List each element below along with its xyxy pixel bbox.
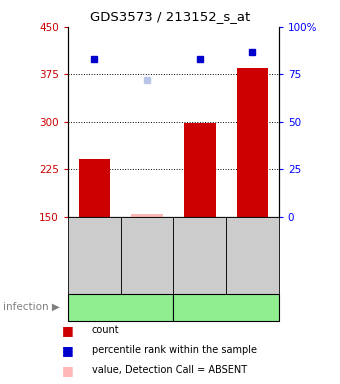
Text: GSM321606: GSM321606 [248,228,257,283]
Bar [237,68,268,217]
Text: value, Detection Call = ABSENT: value, Detection Call = ABSENT [92,365,247,375]
Bar [131,214,163,217]
Text: GSM321608: GSM321608 [142,228,152,283]
Text: ■: ■ [62,364,74,377]
Text: percentile rank within the sample: percentile rank within the sample [92,345,257,355]
Text: GSM321607: GSM321607 [90,228,99,283]
Text: infection ▶: infection ▶ [3,302,60,312]
Text: ■: ■ [62,324,74,337]
Text: GDS3573 / 213152_s_at: GDS3573 / 213152_s_at [90,10,250,23]
Bar [184,123,216,217]
Text: control: control [208,302,244,312]
Text: C. pneumonia: C. pneumonia [85,302,157,312]
Bar [79,159,110,217]
Text: ■: ■ [62,344,74,357]
Text: count: count [92,325,119,335]
Text: GSM321605: GSM321605 [195,228,204,283]
